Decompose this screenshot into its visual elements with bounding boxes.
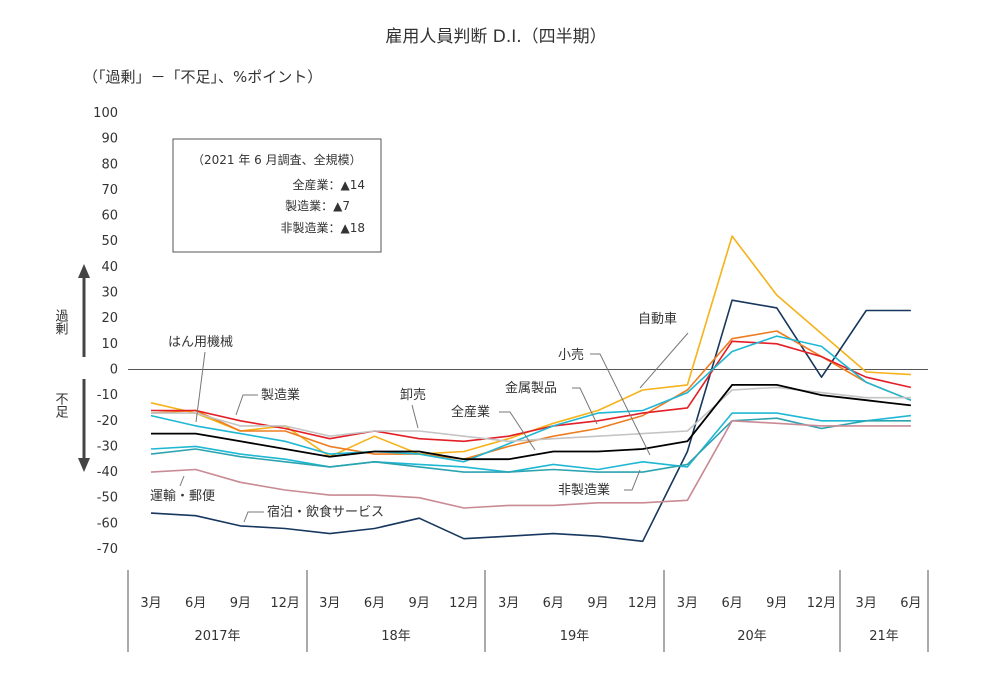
x-axis: 3月 6月 9月 12月 3月 6月 9月 12月 3月 6月 9月 12月 3月 6月 9月 12月 3月 6月… — [127, 570, 929, 652]
x-month-label: 3月 — [140, 596, 161, 611]
legend-line-all: 全産業：▲14 — [293, 177, 366, 192]
series-line — [150, 419, 911, 509]
series-line — [150, 417, 911, 473]
x-year-label: 18年 — [381, 629, 411, 644]
y-tick-label: 50 — [101, 234, 118, 249]
y-tick-label: 20 — [101, 311, 118, 326]
x-month-label: 12月 — [449, 596, 479, 611]
label-seizougyou: 製造業 — [261, 387, 300, 403]
label-jidousha: 自動車 — [638, 312, 677, 327]
x-year-label: 2017年 — [194, 629, 240, 644]
series-line — [150, 412, 911, 473]
label-hanyoukikai: はん用機械 — [168, 335, 233, 350]
label-kinzoku: 金属製品 — [505, 380, 557, 396]
x-month-label: 3月 — [856, 596, 877, 611]
y-tick-label: 30 — [101, 286, 118, 301]
legend-line-nonmanufacturing: 非製造業：▲18 — [281, 221, 366, 235]
x-month-label: 6月 — [721, 596, 742, 611]
label-unyu: 運輸・郵便 — [150, 489, 215, 504]
series-line — [151, 386, 911, 443]
y-tick-label: -20 — [97, 414, 118, 429]
series-line — [151, 340, 912, 443]
y-tick-label: -50 — [97, 491, 118, 506]
y-tick-label: 100 — [93, 106, 118, 121]
series-line — [150, 299, 911, 543]
label-kouri: 小売 — [558, 347, 584, 363]
y-tick-label: -60 — [97, 516, 118, 531]
x-month-label: 9月 — [766, 596, 787, 611]
y-tick-label: -30 — [97, 439, 118, 454]
x-year-label: 19年 — [560, 629, 590, 644]
y-tick-label: 60 — [101, 209, 118, 224]
y-tick-label: 0 — [110, 362, 118, 377]
x-month-label: 6月 — [900, 596, 921, 611]
y-tick-label: 90 — [101, 132, 118, 147]
x-month-label: 9月 — [230, 596, 251, 611]
surplus-indicator: 過剰 — [53, 264, 90, 357]
y-tick-label: -10 — [97, 388, 118, 403]
series-line — [150, 335, 912, 463]
label-shukuhaku: 宿泊・飲食サービス — [267, 504, 384, 520]
x-month-label: 3月 — [677, 596, 698, 611]
x-month-label: 12月 — [270, 596, 300, 611]
x-month-label: 12月 — [628, 596, 658, 611]
x-month-label: 6月 — [364, 596, 385, 611]
shortage-indicator: 不足 — [53, 379, 90, 472]
series-lines — [150, 235, 912, 543]
y-tick-label: 70 — [101, 183, 118, 198]
x-month-label: 6月 — [543, 596, 564, 611]
y-tick-label: 40 — [101, 260, 118, 275]
label-zensangyou: 全産業 — [451, 404, 490, 420]
x-month-label: 12月 — [807, 596, 837, 611]
x-month-label: 9月 — [409, 596, 430, 611]
shortage-label: 不足 — [53, 392, 69, 419]
chart-subtitle: （「過剰」－「不足」、%ポイント） — [83, 68, 322, 86]
series-labels: 自動車 小売 金属製品 製造業 はん用機械 卸売 全産業 非製造業 運輸・郵便 … — [150, 312, 689, 523]
legend-line-manufacturing: 製造業：▲7 — [285, 199, 350, 213]
chart-title: 雇用人員判断 D.I.（四半期） — [385, 27, 606, 47]
y-tick-label: -70 — [97, 542, 118, 557]
y-tick-label: 10 — [101, 337, 118, 352]
series-line — [150, 330, 912, 461]
y-tick-label: -40 — [97, 465, 118, 480]
x-year-label: 20年 — [737, 629, 767, 644]
x-month-label: 3月 — [498, 596, 519, 611]
series-line — [151, 383, 912, 461]
x-month-label: 6月 — [185, 596, 206, 611]
y-tick-label: 80 — [101, 157, 118, 172]
surplus-label-1: 過剰 — [53, 309, 69, 335]
legend-box: （2021 年 6 月調査、全規模） 全産業：▲14 製造業：▲7 非製造業：▲… — [172, 138, 382, 253]
x-month-label: 3月 — [319, 596, 340, 611]
y-axis: 1009080706050403020100-10-20-30-40-50-60… — [93, 106, 118, 557]
legend-header: （2021 年 6 月調査、全規模） — [192, 152, 362, 167]
x-month-label: 9月 — [587, 596, 608, 611]
label-hiseizou: 非製造業 — [558, 482, 610, 498]
label-oroshiuri: 卸売 — [400, 387, 426, 403]
x-year-label: 21年 — [869, 629, 899, 644]
